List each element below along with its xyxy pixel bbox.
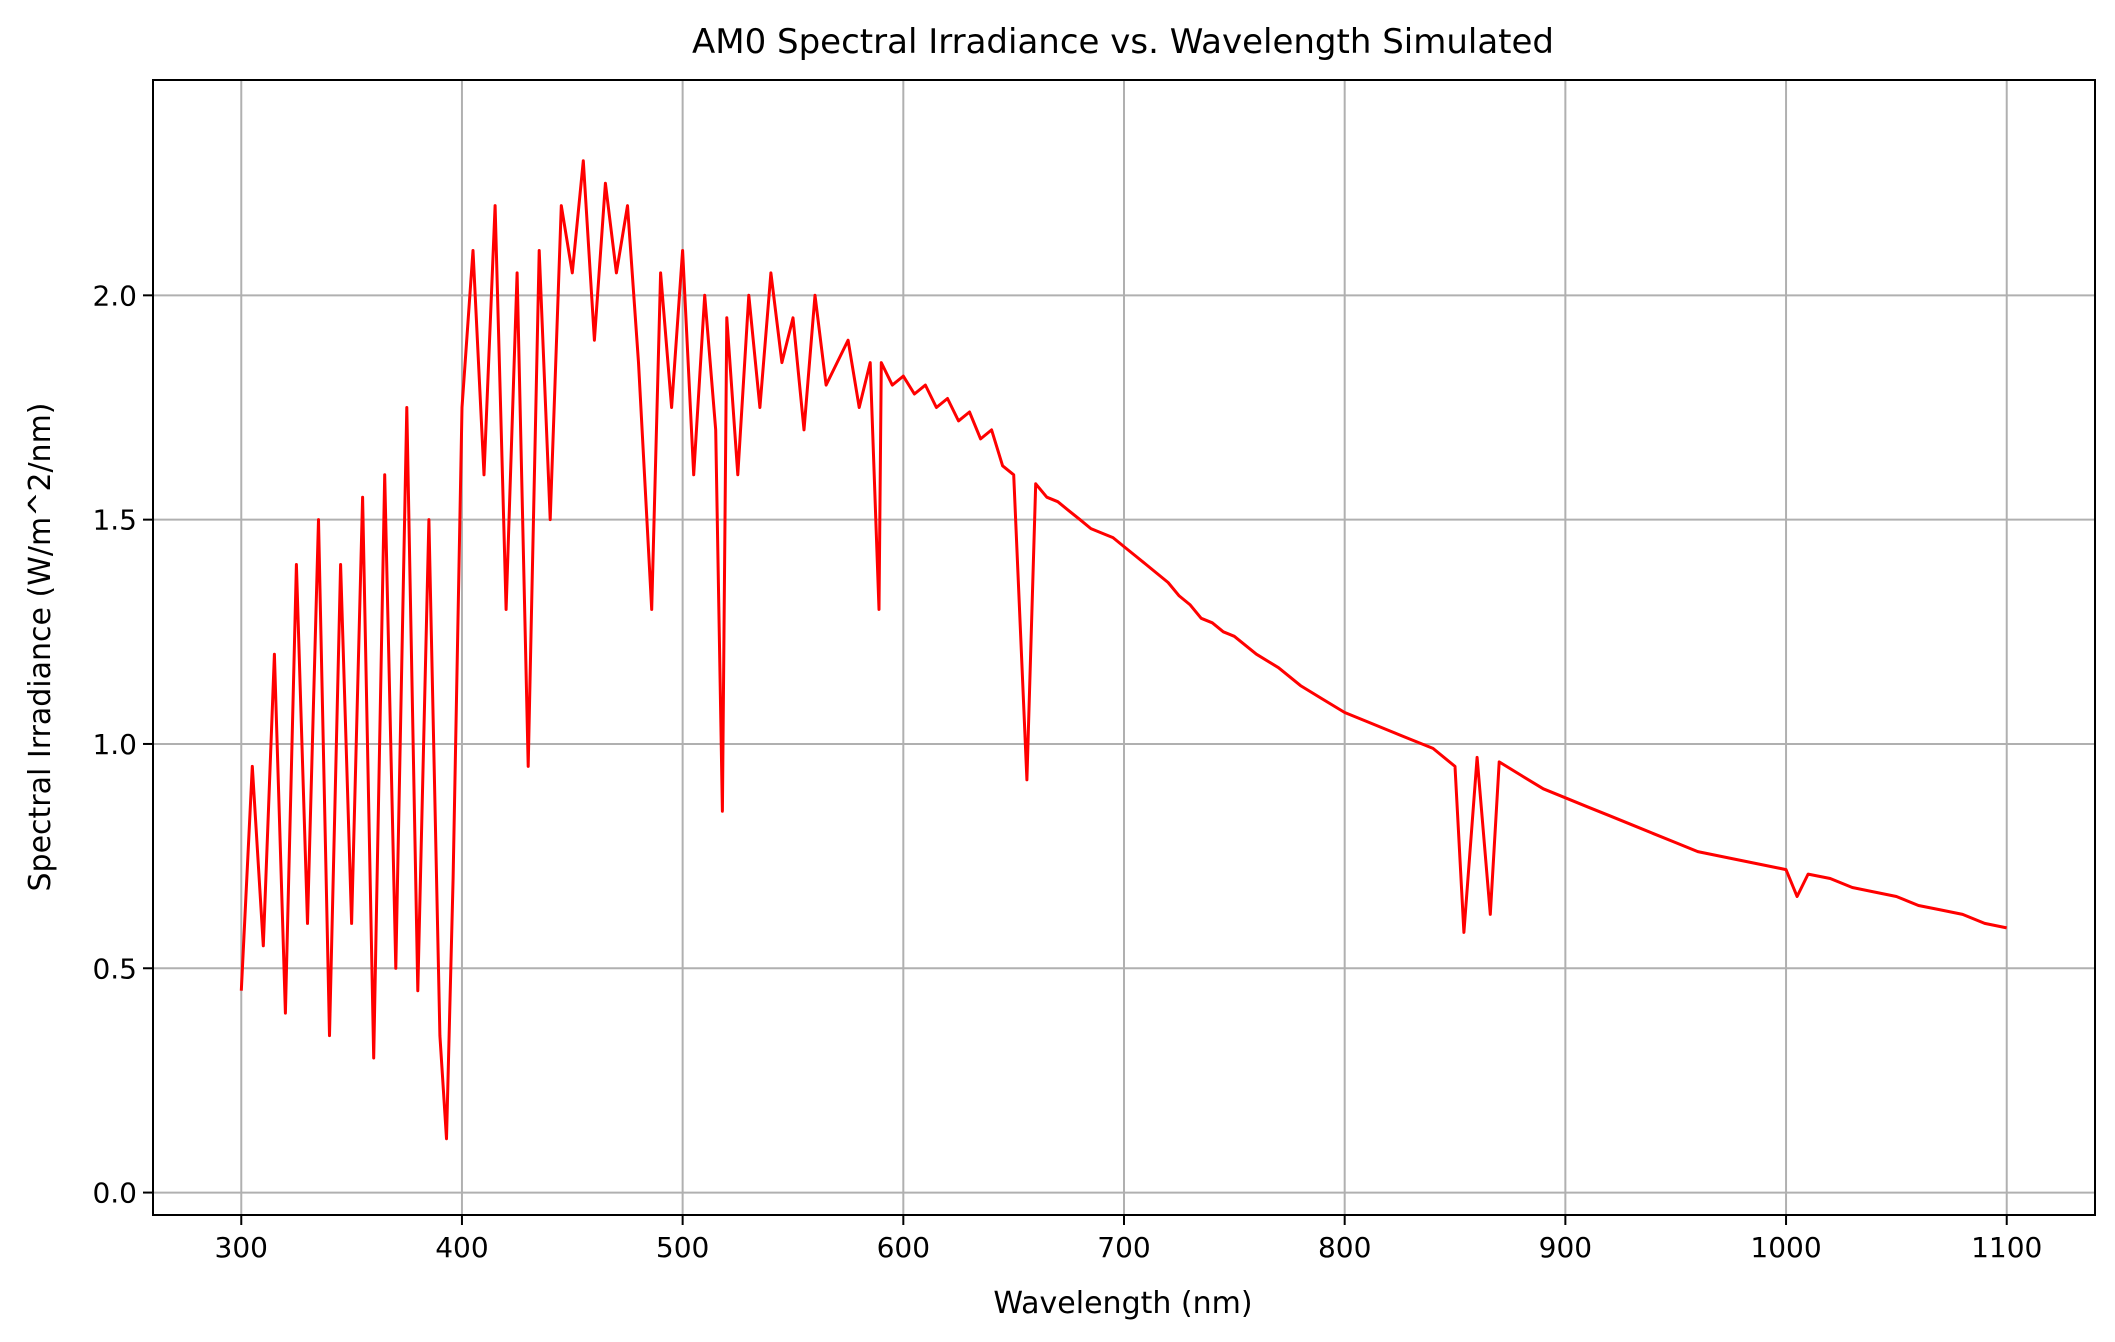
- x-axis-label: Wavelength (nm): [993, 1286, 1252, 1321]
- x-tick-label: 1000: [1750, 1231, 1821, 1264]
- x-tick-label: 400: [435, 1231, 488, 1264]
- y-axis-label: Spectral Irradiance (W/m^2/nm): [23, 403, 58, 892]
- y-tick-label: 2.0: [92, 279, 137, 312]
- y-axis-ticks: 0.0 0.5 1.0 1.5 2.0: [92, 279, 153, 1210]
- irradiance-line: [239, 159, 2008, 1141]
- gridlines: [153, 80, 2095, 1215]
- series-layer: [239, 159, 2008, 1141]
- x-tick-label: 300: [215, 1231, 268, 1264]
- y-tick-label: 1.5: [92, 504, 137, 537]
- x-tick-label: 500: [656, 1231, 709, 1264]
- x-tick-label: 900: [1539, 1231, 1592, 1264]
- x-tick-label: 1100: [1971, 1231, 2042, 1264]
- x-tick-label: 600: [877, 1231, 930, 1264]
- y-tick-label: 0.5: [92, 952, 137, 985]
- x-tick-label: 800: [1318, 1231, 1371, 1264]
- y-tick-label: 0.0: [92, 1177, 137, 1210]
- x-axis-ticks: 300 400 500 600 700 800 900 1000 1100: [215, 1215, 2042, 1264]
- y-tick-label: 1.0: [92, 728, 137, 761]
- x-tick-label: 700: [1097, 1231, 1150, 1264]
- chart-title: AM0 Spectral Irradiance vs. Wavelength S…: [692, 22, 1554, 62]
